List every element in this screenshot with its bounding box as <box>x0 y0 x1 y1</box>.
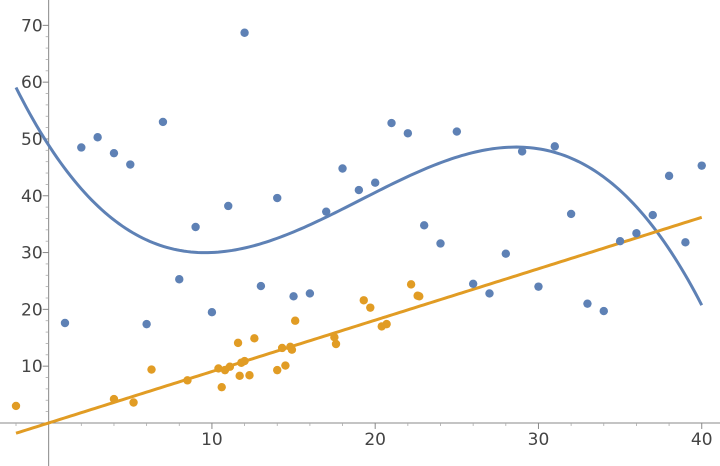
point-series-1 <box>289 292 298 301</box>
point-series-2 <box>290 316 300 325</box>
point-series-1 <box>224 201 233 211</box>
point-series-2 <box>233 338 243 348</box>
point-series-1 <box>452 127 462 136</box>
point-series-1 <box>664 171 674 181</box>
point-series-1 <box>697 161 706 170</box>
point-series-1 <box>648 210 657 220</box>
point-series-1 <box>191 222 200 232</box>
data-points <box>11 28 706 411</box>
point-series-1 <box>207 308 217 317</box>
point-series-2 <box>235 371 244 381</box>
fit-curve-series-2 <box>15 215 703 435</box>
point-series-1 <box>534 282 543 291</box>
y-tick-label: 40 <box>21 187 43 207</box>
point-series-2 <box>147 365 156 374</box>
point-series-2 <box>225 362 235 371</box>
point-series-1 <box>175 275 184 284</box>
y-tick-label: 10 <box>21 357 43 377</box>
point-series-2 <box>331 339 341 349</box>
point-series-1 <box>550 142 559 151</box>
point-series-2 <box>183 376 192 385</box>
fit-curve-series-1 <box>14 86 704 306</box>
point-series-2 <box>406 280 416 289</box>
point-series-1 <box>338 164 347 173</box>
point-series-1 <box>240 28 249 37</box>
point-series-1 <box>322 207 331 216</box>
point-series-2 <box>415 292 424 301</box>
point-series-1 <box>305 289 315 298</box>
point-series-1 <box>256 281 266 291</box>
point-series-1 <box>566 209 576 219</box>
x-tick-label: 20 <box>364 430 386 450</box>
point-series-2 <box>109 394 119 404</box>
point-series-2 <box>287 345 297 354</box>
point-series-1 <box>77 143 86 152</box>
point-series-1 <box>419 221 429 230</box>
point-series-1 <box>370 178 380 187</box>
point-series-1 <box>403 129 413 138</box>
point-series-1 <box>599 306 608 316</box>
point-series-2 <box>359 296 368 305</box>
point-series-2 <box>366 303 375 312</box>
point-series-1 <box>485 289 494 298</box>
point-series-1 <box>615 237 625 246</box>
point-series-1 <box>273 193 282 203</box>
point-series-1 <box>681 238 690 247</box>
point-series-1 <box>158 117 168 127</box>
point-series-1 <box>93 133 102 142</box>
x-tick-label: 30 <box>528 430 550 450</box>
point-series-1 <box>126 160 135 169</box>
point-series-2 <box>330 332 339 342</box>
x-tick-label: 40 <box>691 430 713 450</box>
point-series-1 <box>60 318 70 328</box>
point-series-1 <box>583 299 592 308</box>
point-series-2 <box>11 401 21 411</box>
y-tick-label: 50 <box>21 130 43 150</box>
point-series-2 <box>250 334 259 343</box>
point-series-1 <box>501 249 511 258</box>
point-series-2 <box>382 319 391 329</box>
point-series-2 <box>129 398 138 407</box>
point-series-1 <box>468 279 478 288</box>
point-series-1 <box>436 239 445 248</box>
point-series-2 <box>245 371 254 380</box>
point-series-2 <box>214 364 223 373</box>
point-series-2 <box>240 356 249 366</box>
x-tick-label: 10 <box>201 430 223 450</box>
point-series-2 <box>273 365 282 375</box>
y-tick-label: 20 <box>21 300 43 320</box>
y-tick-label: 30 <box>21 244 43 264</box>
point-series-1 <box>517 147 527 156</box>
point-series-1 <box>354 185 364 195</box>
point-series-2 <box>277 343 287 353</box>
y-tick-label: 70 <box>21 16 43 36</box>
y-tick-label: 60 <box>21 73 43 93</box>
point-series-2 <box>281 361 290 370</box>
point-series-1 <box>142 319 151 329</box>
point-series-2 <box>217 382 226 392</box>
fit-curves <box>14 86 704 435</box>
point-series-1 <box>632 229 641 238</box>
point-series-1 <box>387 118 396 128</box>
point-series-1 <box>109 148 119 158</box>
